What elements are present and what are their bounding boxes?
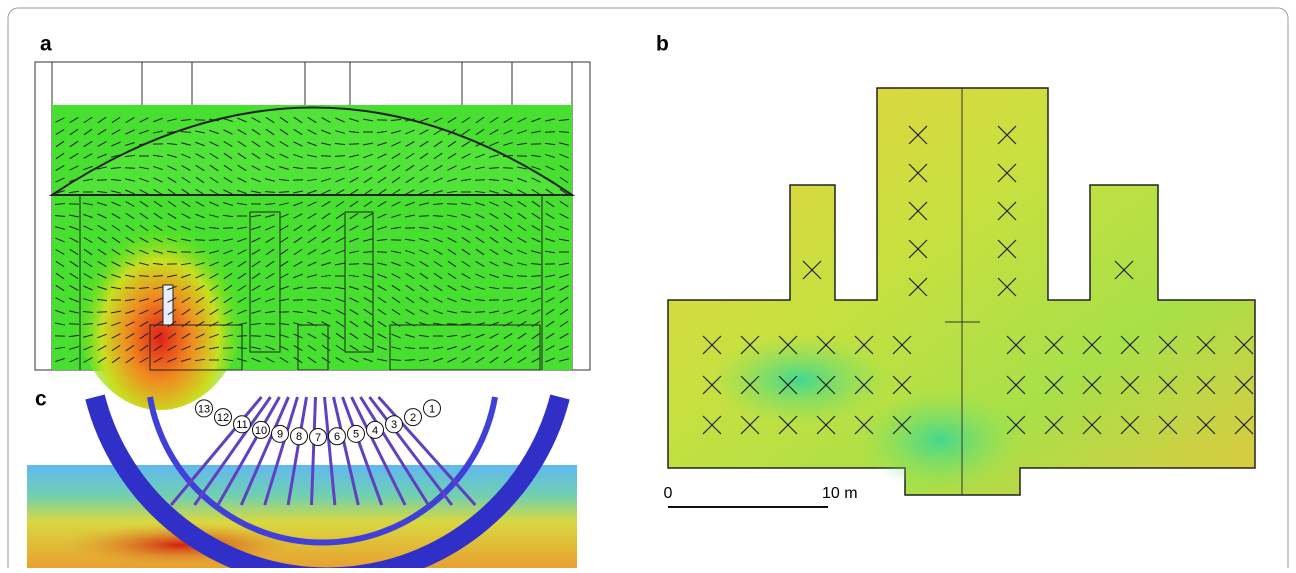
flow-arrow [153,276,163,277]
flow-arrow [55,216,65,217]
wheel-number: 8 [296,431,302,443]
wheel-number: 10 [255,425,267,437]
figure: 12345678910111213 abc010 m [0,0,1296,568]
panel-a [35,62,590,410]
flow-arrow [321,156,331,157]
panel-label: c [35,388,47,411]
wheel-number: 6 [334,431,340,443]
wheel-number: 3 [391,419,397,431]
flow-arrow [391,360,401,361]
flow-arrow [125,168,135,169]
flow-arrow [475,312,485,313]
wheel-number: 13 [198,403,210,415]
flow-arrow [293,300,303,301]
panel-b [668,88,1255,507]
flow-arrow [251,336,261,337]
scale-start: 0 [664,485,673,502]
flow-arrow [503,168,513,169]
flow-arrow [69,324,79,325]
flow-arrow [167,132,177,133]
wheel-number: 5 [353,429,359,441]
wheel-number: 12 [217,412,229,424]
wheel-number: 7 [315,432,321,444]
wheel-number: 11 [236,419,247,431]
page: 12345678910111213 abc010 m (() => { cons… [0,0,1296,568]
flow-arrow [195,240,205,241]
flow-arrow [181,132,191,133]
panel-label: a [40,33,52,56]
wheel-number: 9 [277,429,283,441]
wheel-number: 4 [372,425,378,437]
wheel-number: 1 [429,403,435,415]
wheel-number: 2 [410,412,416,424]
flow-arrow [545,132,555,133]
panel-label: b [656,33,669,56]
flow-arrow [279,192,289,193]
scale-end: 10 m [822,485,858,502]
flow-arrow [419,216,429,217]
flow-arrow [377,252,387,253]
flow-arrow [517,276,527,277]
